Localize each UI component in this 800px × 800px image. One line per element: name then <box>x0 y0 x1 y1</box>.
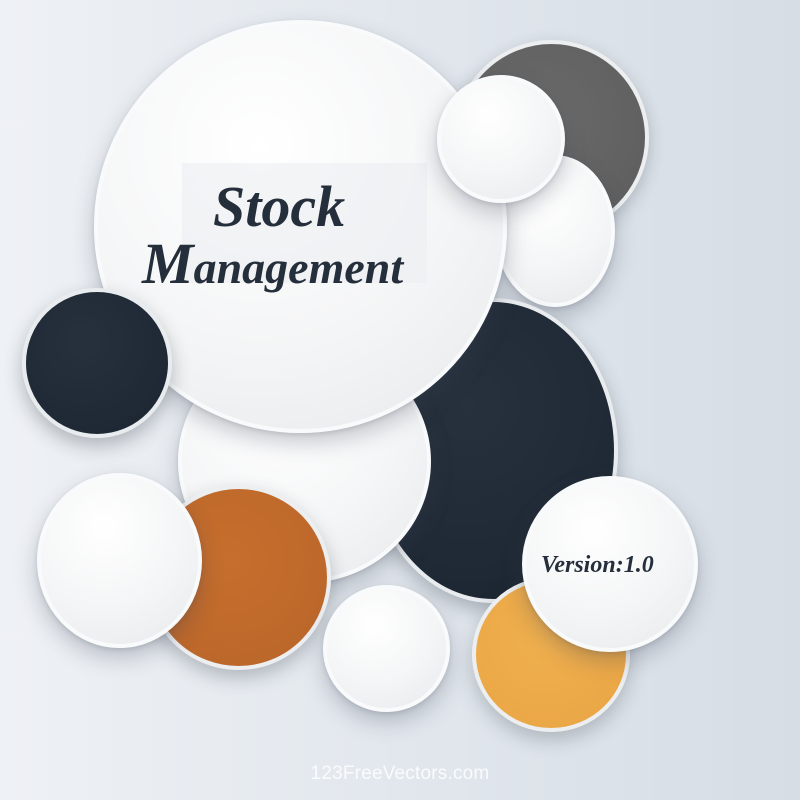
white-circle-top-small <box>437 75 565 203</box>
version-circle <box>522 476 698 652</box>
title-management: Management <box>142 235 403 293</box>
white-circle-bottom-left <box>37 473 202 648</box>
watermark: 123FreeVectors.com <box>310 763 490 784</box>
title-management-rest: anagement <box>193 242 404 293</box>
title-stock: Stock <box>213 174 346 239</box>
title-management-initial: M <box>142 231 194 296</box>
version-label: Version:1.0 <box>541 552 654 578</box>
navy-circle-left <box>22 288 172 438</box>
title-backdrop <box>182 163 427 283</box>
white-circle-bottom-small <box>323 585 450 712</box>
